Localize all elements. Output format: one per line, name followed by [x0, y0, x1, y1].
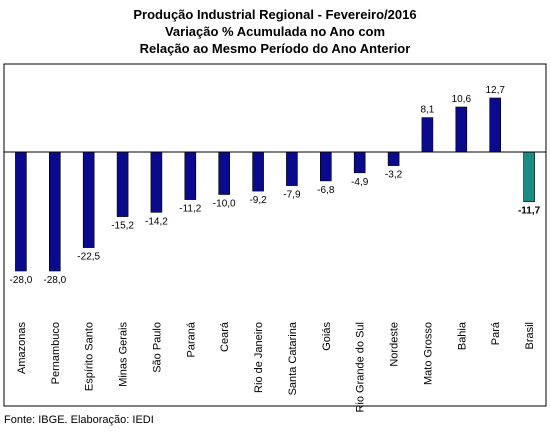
- source-note: Fonte: IBGE. Elaboração: IEDI: [4, 414, 154, 426]
- data-label-9: -6,8: [317, 185, 335, 196]
- bar-11: [387, 151, 400, 166]
- data-label-12: 8,1: [420, 105, 434, 116]
- data-label-1: -28,0: [43, 275, 66, 286]
- bar-10: [353, 151, 366, 174]
- bar-1: [48, 151, 61, 272]
- labels-layer: -28,0 Amazonas -28,0 Pernambuco -22,5 Espírit…: [10, 85, 541, 413]
- category-label-3: Minas Gerais: [118, 322, 130, 387]
- category-label-14: Pará: [490, 321, 502, 345]
- bar-2: [82, 151, 95, 248]
- bar-6: [218, 151, 230, 195]
- category-label-2: Espírito Santo: [84, 322, 96, 391]
- bar-9: [319, 151, 332, 182]
- data-label-14: 12,7: [485, 85, 505, 96]
- bar-14: [489, 97, 502, 153]
- category-label-8: Santa Catarina: [287, 321, 299, 395]
- bar-7: [252, 151, 264, 192]
- bar-0: [15, 151, 27, 272]
- data-label-0: -28,0: [10, 275, 33, 286]
- bar-13: [455, 106, 468, 153]
- data-label-2: -22,5: [77, 252, 100, 263]
- data-label-15: -11,7: [518, 206, 541, 217]
- data-label-6: -10,0: [213, 199, 236, 210]
- data-label-5: -11,2: [179, 204, 201, 215]
- bars-layer: [15, 97, 535, 272]
- category-label-7: Rio de Janeiro: [253, 322, 265, 393]
- category-label-10: Rio Grande do Sul: [355, 322, 367, 413]
- data-label-13: 10,6: [452, 94, 472, 105]
- category-label-15: Brasil: [524, 322, 536, 350]
- plot-area-frame: [3, 63, 547, 407]
- data-label-11: -3,2: [385, 170, 403, 181]
- category-label-4: São Paulo: [151, 322, 163, 373]
- bar-8: [286, 151, 298, 186]
- bar-12: [421, 117, 434, 153]
- chart-title-block: Produção Industrial Regional - Fevereiro…: [0, 6, 550, 57]
- bar-15: [523, 151, 535, 203]
- data-label-8: -7,9: [283, 190, 301, 201]
- data-label-3: -15,2: [111, 221, 134, 232]
- category-label-13: Bahia: [456, 321, 468, 350]
- category-label-12: Mato Grosso: [422, 322, 434, 385]
- data-label-7: -9,2: [249, 195, 267, 206]
- category-label-11: Nordeste: [389, 322, 401, 367]
- bar-5: [184, 151, 197, 200]
- category-label-9: Goiás: [321, 322, 333, 351]
- chart-subtitle-line-1: Variação % Acumulada no Ano com: [164, 24, 386, 39]
- chart-title: Produção Industrial Regional - Fevereiro…: [133, 7, 417, 22]
- category-label-0: Amazonas: [16, 322, 28, 374]
- chart-subtitle-line-2: Relação ao Mesmo Período do Ano Anterior: [139, 41, 411, 56]
- category-label-6: Ceará: [219, 321, 231, 352]
- data-label-4: -14,2: [145, 216, 168, 227]
- category-label-5: Paraná: [185, 321, 197, 357]
- bar-4: [150, 151, 163, 213]
- data-label-10: -4,9: [351, 177, 369, 188]
- bar-3: [116, 151, 129, 217]
- category-label-1: Pernambuco: [50, 322, 62, 384]
